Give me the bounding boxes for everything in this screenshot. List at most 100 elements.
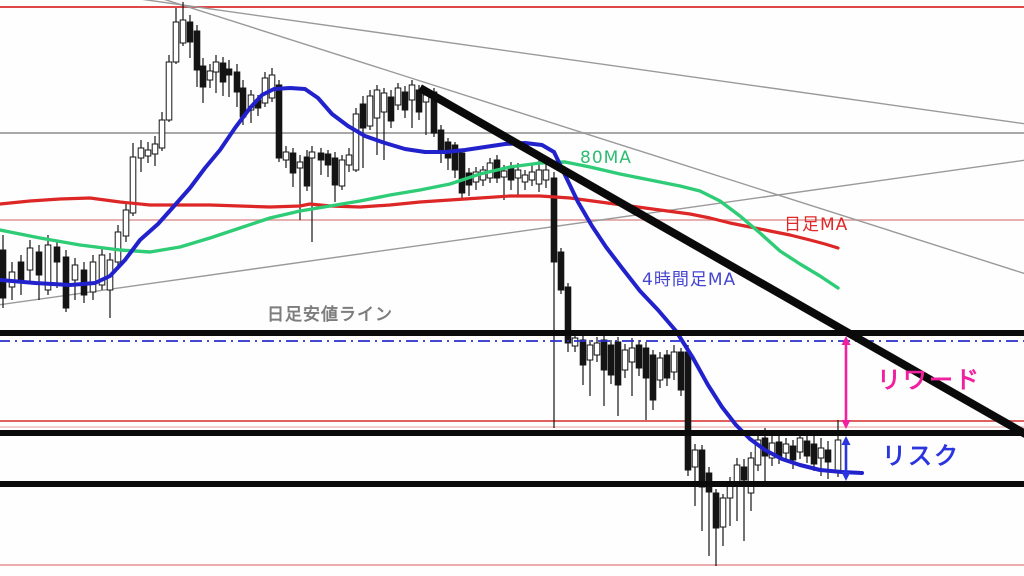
candle-body (521, 174, 529, 183)
candle-body (458, 152, 466, 194)
candle-body (172, 21, 180, 63)
candle-body (71, 264, 79, 281)
candle-body (635, 344, 643, 369)
candle-body (437, 129, 445, 151)
reward-label: リワード (877, 366, 981, 394)
candle-body (212, 61, 220, 73)
thick-black-downtrend (418, 84, 1024, 438)
candle-body (53, 246, 61, 263)
candle-body (642, 347, 650, 379)
ma-line-daily-MA (0, 194, 840, 250)
candle-body (352, 113, 360, 171)
ma80-label: 80MA (580, 148, 632, 168)
candle-body (564, 286, 572, 344)
candle-body (387, 96, 395, 122)
candle-body (754, 439, 762, 466)
candle-body (179, 19, 187, 44)
candle-body (586, 344, 594, 361)
candle-body (324, 153, 332, 166)
candle-body (782, 443, 790, 454)
candle-body (614, 341, 622, 386)
candle-body (158, 119, 166, 149)
candle-body (98, 254, 106, 286)
candle-body (579, 339, 587, 366)
candle-body (275, 84, 283, 159)
candle-body (571, 337, 579, 347)
candle-body (408, 84, 416, 101)
candle-body (507, 167, 515, 181)
candle-body (817, 447, 825, 459)
candle-body (282, 151, 290, 161)
candle-body (225, 68, 233, 76)
candle-body (394, 87, 402, 106)
candle-body (557, 251, 565, 291)
candle-body (684, 351, 692, 471)
candle-body (206, 70, 214, 81)
candle-body (670, 351, 678, 373)
descending-from-peak-steep (163, 0, 1024, 275)
candle-body (151, 143, 159, 155)
candle-body (796, 437, 804, 453)
candle-body (345, 154, 353, 166)
candle-body (165, 61, 173, 121)
daily-low-line-label: 日足安値ライン (267, 305, 393, 325)
candle-body (129, 156, 137, 214)
candle-body (810, 443, 818, 465)
candle-body (35, 251, 43, 276)
candle-body (144, 149, 152, 157)
candle-body (740, 466, 748, 481)
risk-label: リスク (882, 442, 960, 470)
candle-body (824, 449, 832, 463)
candle-body (331, 157, 339, 186)
ma-line-4hour-MA (0, 86, 864, 475)
candle-body (114, 231, 122, 263)
descending-from-peak-shallow (142, 0, 1024, 125)
candle-body (719, 497, 727, 528)
candle-body (0, 249, 7, 299)
candle-body (26, 247, 34, 271)
reward-arrow-head-top (841, 336, 851, 345)
candle-body (380, 92, 388, 113)
risk-arrow-head-top (841, 436, 851, 445)
candle-body (415, 89, 423, 113)
candle-body (621, 349, 629, 371)
reward-arrow-head-bottom (841, 420, 851, 429)
candle-body (317, 152, 325, 161)
candle-body (712, 492, 720, 529)
candle-body (373, 89, 381, 119)
candle-body (789, 445, 797, 461)
risk-arrow-head-bottom (841, 472, 851, 481)
candle-body (289, 152, 297, 174)
candle-body (122, 209, 130, 237)
candle-body (649, 354, 657, 401)
candle-body (268, 74, 276, 99)
candle-body (535, 169, 543, 185)
candle-body (193, 30, 201, 71)
candle-body (663, 354, 671, 379)
candle-body (17, 261, 25, 281)
candle-body (834, 439, 842, 474)
candle-body (628, 347, 636, 363)
candle-body (89, 261, 97, 293)
candle-body (607, 344, 615, 376)
ascending-support (0, 159, 1024, 306)
candle-body (233, 71, 241, 93)
candle-body (338, 159, 346, 187)
candle-body (219, 62, 227, 83)
candle-body (514, 169, 522, 179)
candle-body (186, 21, 194, 43)
candle-body (62, 256, 70, 309)
daily-ma-label: 日足MA (784, 215, 849, 235)
candle-body (677, 351, 685, 391)
candle-body (593, 342, 601, 356)
h4-ma-label: 4時間足MA (642, 270, 737, 290)
candle-body (366, 95, 374, 127)
candle-body (600, 339, 608, 371)
candle-body (359, 103, 367, 129)
candle-body (691, 449, 699, 468)
candle-body (550, 177, 558, 263)
candle-body (296, 161, 304, 169)
candle-body (401, 91, 409, 111)
